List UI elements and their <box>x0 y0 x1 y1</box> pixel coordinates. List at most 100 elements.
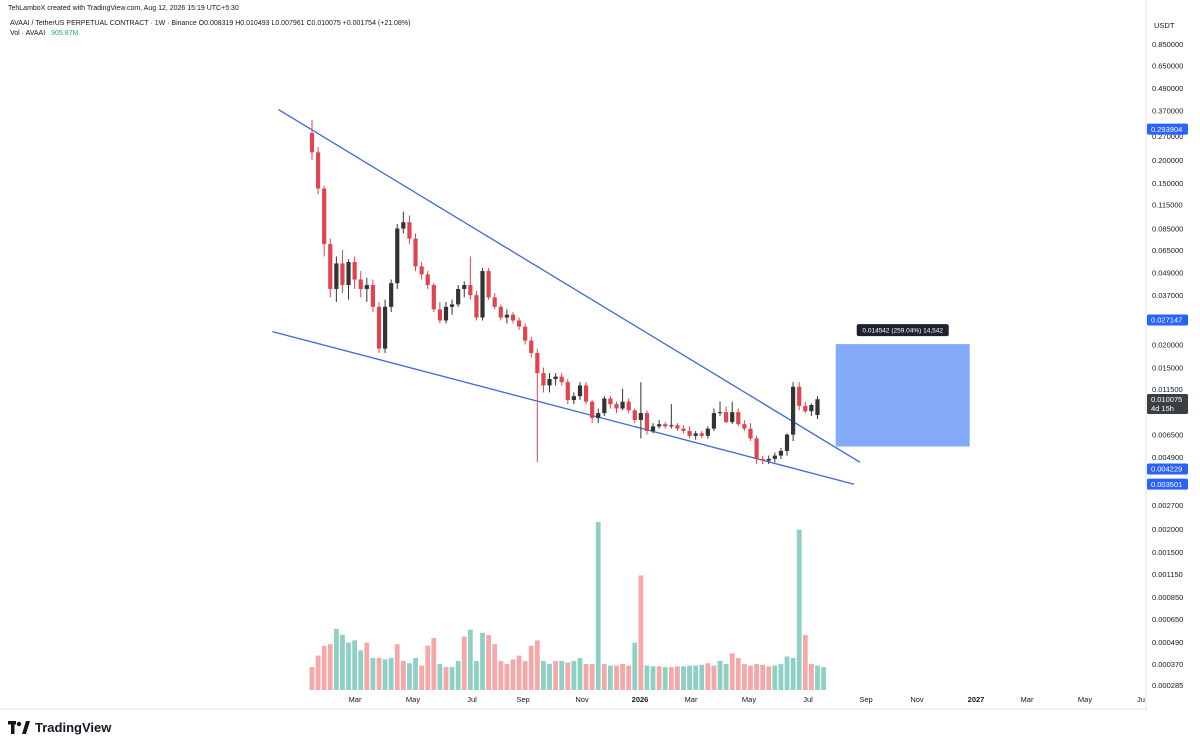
time-tick-label: 2026 <box>632 695 649 704</box>
candle <box>334 256 339 302</box>
time-tick-label: May <box>406 695 420 704</box>
volume-bar <box>559 660 565 690</box>
candle <box>717 401 723 416</box>
candle <box>468 256 473 300</box>
volume-bar <box>522 660 528 690</box>
time-tick-label: Mar <box>1021 695 1034 704</box>
candle <box>346 259 351 300</box>
volume-bar <box>766 666 772 690</box>
volume-bar <box>541 660 546 690</box>
volume-bar <box>534 640 540 690</box>
volume-bar <box>419 665 425 690</box>
candle <box>315 147 321 195</box>
candle <box>669 404 674 429</box>
candle <box>778 447 784 459</box>
volume-bar <box>474 660 479 690</box>
candle <box>772 452 777 463</box>
volume-bar <box>516 655 522 690</box>
price-tick-label: 0.850000 <box>1152 40 1183 49</box>
candle <box>815 396 820 419</box>
candle <box>736 408 741 427</box>
volume-bar <box>583 664 589 690</box>
volume-bar <box>778 664 784 690</box>
volume-bar <box>595 522 601 690</box>
candle <box>395 223 400 289</box>
candle <box>687 426 692 439</box>
volume-bar <box>699 664 705 690</box>
time-tick-label: May <box>742 695 756 704</box>
candle <box>328 238 333 298</box>
volume-bar <box>467 629 473 690</box>
price-badge-value: 0.003501 <box>1151 480 1182 489</box>
price-tick-label: 0.037000 <box>1152 291 1183 300</box>
candle <box>693 430 698 440</box>
volume-legend: Vol · AVAAI 905.87M <box>10 30 78 37</box>
volume-bar <box>784 656 790 690</box>
volume-bar <box>668 667 674 690</box>
axes: USDT 0.850000 0.650000 0.490000 0.370000 0.27… <box>0 0 1183 710</box>
volume-bar <box>705 663 711 690</box>
candle <box>492 293 497 310</box>
volume-bar <box>723 664 729 690</box>
volume-bar <box>808 664 814 690</box>
price-tick-label: 0.490000 <box>1152 84 1183 93</box>
volume-bar <box>455 660 461 690</box>
volume-bar <box>364 642 370 690</box>
symbol-legend: AVAAI / TetherUS PERPETUAL CONTRACT · 1W… <box>10 20 411 27</box>
candle <box>413 233 418 272</box>
candle <box>657 419 662 429</box>
volume-bar <box>754 664 759 690</box>
price-tick-label: 0.085000 <box>1152 225 1183 234</box>
candle <box>389 279 394 313</box>
tradingview-brand-text: TradingView <box>35 719 112 735</box>
volume-bar <box>394 644 400 690</box>
candle <box>620 388 625 411</box>
volume-bars <box>309 522 826 690</box>
volume-bar <box>528 645 534 690</box>
volume-bar <box>662 667 668 690</box>
candle <box>541 367 546 393</box>
volume-bar <box>815 665 820 690</box>
volume-bar <box>608 665 613 690</box>
measure-tooltip <box>856 324 949 337</box>
volume-bar <box>741 664 747 690</box>
volume-bar <box>510 659 516 690</box>
volume-bar <box>796 529 802 690</box>
trendline-upper <box>278 109 861 463</box>
volume-bar <box>644 665 650 690</box>
measure-tooltip-text: 0.014542 (259.04%) 14,542 <box>862 328 943 335</box>
candle <box>376 301 382 353</box>
volume-bar <box>821 667 826 690</box>
price-tick-label: 0.015000 <box>1152 364 1183 373</box>
price-tick-label: 0.150000 <box>1152 179 1183 188</box>
volume-tick-label: 0.001500 <box>1152 548 1183 557</box>
time-tick-label: Nov <box>575 695 589 704</box>
tradingview-logo[interactable]: TradingView <box>8 719 111 735</box>
volume-bar <box>589 664 595 690</box>
volume-bar <box>772 665 778 690</box>
volume-bar <box>748 665 753 690</box>
candle <box>596 408 601 424</box>
volume-bar <box>413 657 418 690</box>
price-tick-label: 0.049000 <box>1152 269 1183 278</box>
candle <box>809 403 814 416</box>
price-badge <box>1147 123 1188 135</box>
candle <box>547 373 552 393</box>
candle <box>675 423 680 431</box>
candle <box>583 382 589 405</box>
volume-bar <box>620 664 625 690</box>
time-tick-label: Sep <box>859 695 872 704</box>
volume-legend-value: 905.87M <box>51 30 79 37</box>
candle <box>510 312 516 324</box>
candle <box>791 382 796 442</box>
time-tick-label: Ju <box>1137 695 1145 704</box>
volume-bar <box>352 640 358 690</box>
candle <box>382 299 388 353</box>
candle <box>565 379 570 405</box>
volume-bar <box>547 664 552 690</box>
candlesticks <box>309 119 820 465</box>
price-tick-label: 0.004900 <box>1152 453 1183 462</box>
price-tick-label: 0.115000 <box>1152 200 1183 209</box>
volume-bar <box>376 657 382 690</box>
